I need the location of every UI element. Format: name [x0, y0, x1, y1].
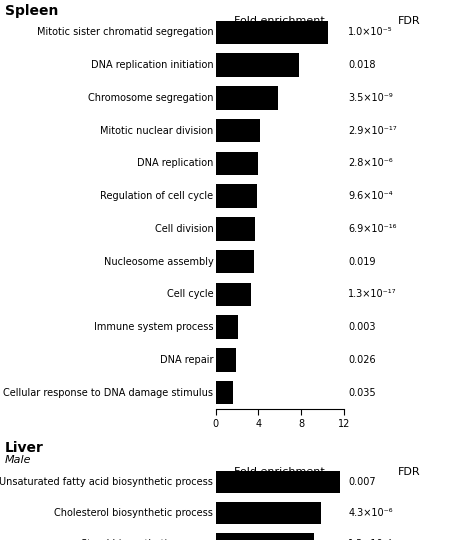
Text: Fold enrichment: Fold enrichment	[234, 16, 325, 26]
Text: Spleen: Spleen	[5, 4, 58, 18]
Text: 9.6×10⁻⁴: 9.6×10⁻⁴	[348, 191, 393, 201]
Text: Cellular response to DNA damage stimulus: Cellular response to DNA damage stimulus	[3, 388, 213, 397]
Text: Liver: Liver	[5, 441, 44, 455]
Text: Mitotic nuclear division: Mitotic nuclear division	[100, 126, 213, 136]
Text: 0.019: 0.019	[348, 256, 376, 267]
Bar	[216, 21, 328, 44]
Text: FDR: FDR	[398, 467, 420, 477]
Text: Sterol biosynthetic process: Sterol biosynthetic process	[81, 539, 213, 540]
Bar	[216, 502, 321, 524]
Text: Immune system process: Immune system process	[94, 322, 213, 332]
Text: DNA replication: DNA replication	[137, 158, 213, 168]
Bar	[216, 86, 277, 110]
Bar	[216, 119, 261, 143]
Text: 0.007: 0.007	[348, 477, 376, 488]
Bar	[216, 152, 258, 175]
Text: Chromosome segregation: Chromosome segregation	[88, 93, 213, 103]
Text: Nucleosome assembly: Nucleosome assembly	[103, 256, 213, 267]
Text: DNA repair: DNA repair	[160, 355, 213, 365]
Text: 1.0×10⁻⁵: 1.0×10⁻⁵	[348, 28, 393, 37]
Text: Regulation of cell cycle: Regulation of cell cycle	[100, 191, 213, 201]
Text: 2.8×10⁻⁶: 2.8×10⁻⁶	[348, 158, 393, 168]
Text: Fold enrichment: Fold enrichment	[234, 467, 325, 477]
Bar	[216, 315, 238, 339]
Text: DNA replication initiation: DNA replication initiation	[91, 60, 213, 70]
Text: Male: Male	[5, 455, 31, 465]
Bar	[216, 184, 257, 208]
Bar	[216, 282, 251, 306]
Bar	[216, 53, 299, 77]
Bar	[216, 348, 236, 372]
Text: Cell division: Cell division	[155, 224, 213, 234]
Bar	[216, 381, 233, 404]
Text: Mitotic sister chromatid segregation: Mitotic sister chromatid segregation	[36, 28, 213, 37]
Text: 2.9×10⁻¹⁷: 2.9×10⁻¹⁷	[348, 126, 397, 136]
Bar	[216, 250, 254, 273]
Text: FDR: FDR	[398, 16, 420, 26]
Text: 0.035: 0.035	[348, 388, 376, 397]
Text: 0.018: 0.018	[348, 60, 376, 70]
Text: 6.9×10⁻¹⁶: 6.9×10⁻¹⁶	[348, 224, 397, 234]
Text: 1.3×10⁻¹⁷: 1.3×10⁻¹⁷	[348, 289, 397, 299]
Text: Cholesterol biosynthetic process: Cholesterol biosynthetic process	[55, 508, 213, 518]
Bar	[216, 471, 340, 494]
Bar	[216, 533, 314, 540]
Text: 1.3×10⁻⁴: 1.3×10⁻⁴	[348, 539, 393, 540]
Text: 0.003: 0.003	[348, 322, 376, 332]
Text: 3.5×10⁻⁹: 3.5×10⁻⁹	[348, 93, 393, 103]
Text: Cell cycle: Cell cycle	[167, 289, 213, 299]
Text: 0.026: 0.026	[348, 355, 376, 365]
Text: 4.3×10⁻⁶: 4.3×10⁻⁶	[348, 508, 393, 518]
Text: Unsaturated fatty acid biosynthetic process: Unsaturated fatty acid biosynthetic proc…	[0, 477, 213, 488]
Bar	[216, 217, 255, 241]
